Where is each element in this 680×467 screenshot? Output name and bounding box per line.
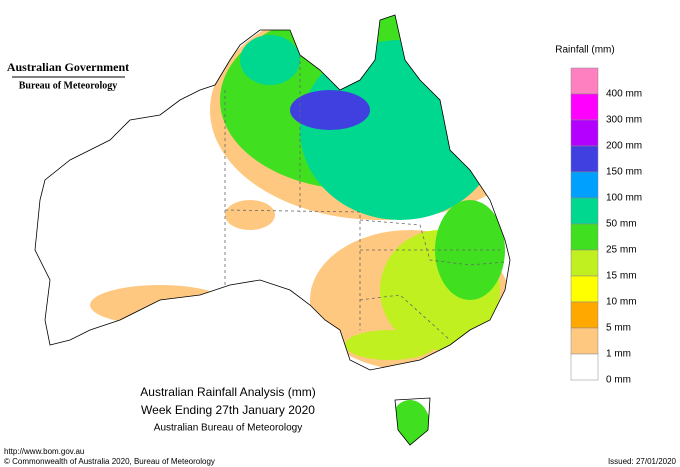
state-borders: [224, 55, 506, 341]
legend-label: 300 mm: [606, 115, 642, 126]
copyright: © Commonwealth of Australia 2020, Bureau…: [4, 457, 215, 466]
legend-label: 0 mm: [606, 375, 631, 386]
legend-swatch: [570, 171, 599, 199]
legend-title: Rainfall (mm): [555, 45, 614, 56]
legend-label: 200 mm: [606, 141, 642, 152]
legend-label: 10 mm: [606, 297, 637, 308]
coastline: [34, 14, 511, 446]
legend-swatch: [570, 275, 599, 303]
legend: 400 mm 300 mm 200 mm 150 mm 100 mm 50 mm 25 mm…: [570, 67, 642, 386]
government: Australian Government: [7, 60, 129, 74]
url: http://www.bom.gov.au: [4, 447, 84, 456]
legend-label: 1 mm: [606, 349, 631, 360]
legend-swatch: [570, 145, 599, 173]
legend-label: 5 mm: [606, 323, 631, 334]
legend-swatch: [570, 327, 599, 355]
legend-swatch: [570, 249, 599, 277]
legend-label: 100 mm: [606, 193, 642, 204]
legend-swatch: [570, 67, 599, 95]
legend-label: 150 mm: [606, 167, 642, 178]
legend-label: 50 mm: [606, 219, 637, 230]
legend-swatch: [570, 93, 599, 121]
legend-swatch: [570, 197, 599, 225]
issued: Issued: 27/01/2020: [608, 457, 677, 466]
legend-label: 400 mm: [606, 89, 642, 100]
legend-swatch: [570, 301, 599, 329]
legend-swatch: [570, 119, 599, 147]
legend-swatch: [570, 353, 599, 381]
legend-label: 15 mm: [606, 271, 637, 282]
title: Australian Rainfall Analysis (mm): [140, 385, 315, 399]
subtitle: Week Ending 27th January 2020: [141, 403, 315, 417]
bureau: Bureau of Meteorology: [19, 80, 118, 91]
subtitle: Australian Bureau of Meteorology: [154, 423, 302, 434]
legend-swatch: [570, 223, 599, 251]
legend-label: 25 mm: [606, 245, 637, 256]
